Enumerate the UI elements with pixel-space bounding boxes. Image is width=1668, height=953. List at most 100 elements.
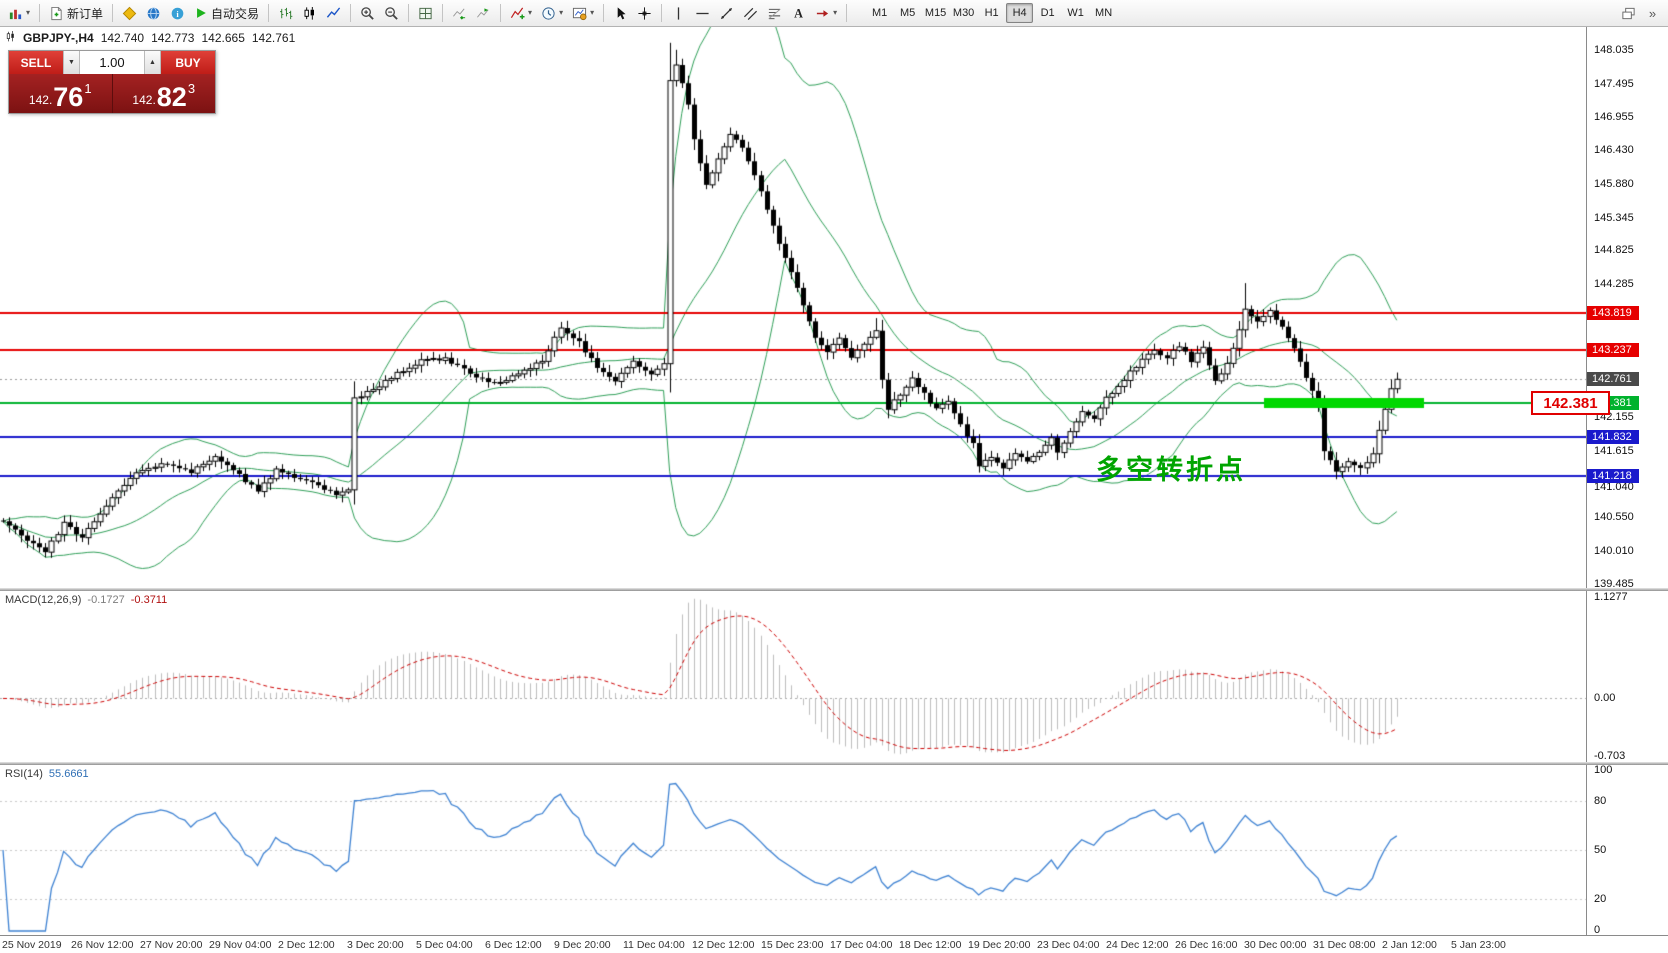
buy-price-display[interactable]: 142. 82 3 bbox=[113, 74, 216, 113]
zoom-in-button[interactable] bbox=[356, 2, 379, 24]
text-label-button[interactable]: A bbox=[787, 2, 810, 24]
toolbar-separator bbox=[846, 4, 848, 22]
macd-scale-label: -0.703 bbox=[1594, 750, 1626, 762]
trendline-button[interactable] bbox=[715, 2, 738, 24]
more-tools-button[interactable]: » bbox=[1641, 2, 1664, 24]
autoscroll-button[interactable] bbox=[448, 2, 471, 24]
price-scale-label: 147.495 bbox=[1594, 77, 1634, 90]
mql5-community-button[interactable] bbox=[142, 2, 165, 24]
rsi-scale[interactable]: 100 80 50 20 0 bbox=[1586, 764, 1668, 936]
chevron-down-icon: ▾ bbox=[559, 8, 564, 17]
timeframe-button-h1[interactable]: H1 bbox=[978, 3, 1005, 23]
new-chart-button[interactable]: ▾ bbox=[4, 2, 34, 24]
timeframe-button-m30[interactable]: M30 bbox=[950, 3, 977, 23]
time-axis-label: 23 Dec 04:00 bbox=[1037, 939, 1100, 951]
toolbar-separator bbox=[39, 4, 41, 22]
timeframe-button-mn[interactable]: MN bbox=[1090, 3, 1117, 23]
rsi-panel: RSI(14) 55.6661 100 80 50 20 0 bbox=[0, 764, 1668, 936]
symbol-title: GBPJPY-,H4 bbox=[23, 31, 94, 45]
sell-price-display[interactable]: 142. 76 1 bbox=[9, 74, 112, 113]
price-scale[interactable]: 148.035 147.495 146.955 146.430 145.880 145.3… bbox=[1586, 27, 1668, 590]
play-icon bbox=[194, 6, 208, 20]
vertical-line-icon bbox=[671, 6, 686, 21]
price-scale-label: 146.430 bbox=[1594, 144, 1634, 157]
metaeditor-button[interactable] bbox=[118, 2, 141, 24]
chart-icon bbox=[5, 31, 16, 45]
help-button[interactable]: i bbox=[166, 2, 189, 24]
rsi-canvas[interactable] bbox=[0, 765, 1586, 935]
tile-windows-button[interactable] bbox=[414, 2, 437, 24]
autotrading-label: 自动交易 bbox=[211, 6, 260, 21]
line-chart-button[interactable] bbox=[322, 2, 345, 24]
vertical-line-button[interactable] bbox=[667, 2, 690, 24]
cursor-button[interactable] bbox=[609, 2, 632, 24]
line-chart-icon bbox=[326, 6, 341, 21]
timeframe-button-w1[interactable]: W1 bbox=[1062, 3, 1089, 23]
price-scale-label: 145.880 bbox=[1594, 178, 1634, 191]
cursor-icon bbox=[613, 6, 628, 21]
time-axis[interactable]: 25 Nov 2019 26 Nov 12:00 27 Nov 20:00 29 No… bbox=[0, 935, 1668, 953]
bars-chart-button[interactable] bbox=[274, 2, 297, 24]
rsi-name: RSI(14) bbox=[5, 768, 43, 780]
text-icon: A bbox=[791, 6, 806, 21]
trade-panel-prices: 142. 76 1 142. 82 3 bbox=[9, 74, 215, 113]
chart-shift-icon bbox=[476, 6, 491, 21]
zoom-out-icon bbox=[384, 6, 399, 21]
autotrading-button[interactable]: 自动交易 bbox=[190, 2, 263, 24]
time-axis-label: 26 Dec 16:00 bbox=[1175, 939, 1238, 951]
time-axis-label: 11 Dec 04:00 bbox=[623, 939, 685, 951]
rsi-scale-label: 80 bbox=[1594, 795, 1607, 808]
buy-button[interactable]: BUY bbox=[161, 51, 215, 74]
restore-window-icon bbox=[1621, 6, 1636, 21]
periods-button[interactable]: ▾ bbox=[537, 2, 567, 24]
timeframe-button-m1[interactable]: M1 bbox=[866, 3, 893, 23]
toolbar-separator bbox=[661, 4, 663, 22]
candlestick-chart-button[interactable] bbox=[298, 2, 321, 24]
channel-icon bbox=[743, 6, 758, 21]
panel-splitter[interactable] bbox=[0, 588, 1668, 591]
chart-ohlc-header: GBPJPY-,H4 142.740 142.773 142.665 142.7… bbox=[5, 31, 295, 45]
price-scale-label: 145.345 bbox=[1594, 211, 1634, 224]
tile-windows-icon bbox=[418, 6, 433, 21]
sell-price-point: 1 bbox=[84, 81, 92, 96]
main-chart-canvas[interactable] bbox=[0, 27, 1586, 588]
chart-shift-button[interactable] bbox=[472, 2, 495, 24]
toolbar-separator bbox=[408, 4, 410, 22]
svg-text:i: i bbox=[176, 8, 179, 18]
toolbar-separator bbox=[603, 4, 605, 22]
price-tag: 143.237 bbox=[1587, 342, 1639, 357]
time-axis-label: 29 Nov 04:00 bbox=[209, 939, 272, 951]
time-axis-label: 5 Jan 23:00 bbox=[1451, 939, 1506, 951]
timeframe-button-h4[interactable]: H4 bbox=[1006, 3, 1034, 23]
buy-price-pips: 82 bbox=[156, 81, 187, 112]
timeframe-button-d1[interactable]: D1 bbox=[1034, 3, 1061, 23]
indicators-button[interactable]: ▾ bbox=[506, 2, 536, 24]
zoom-out-button[interactable] bbox=[380, 2, 403, 24]
channel-button[interactable] bbox=[739, 2, 762, 24]
volume-input[interactable] bbox=[80, 51, 144, 74]
timeframe-button-m15[interactable]: M15 bbox=[922, 3, 949, 23]
volume-up-button[interactable]: ▲ bbox=[144, 51, 161, 74]
templates-button[interactable]: ▾ bbox=[568, 2, 598, 24]
timeframe-button-m5[interactable]: M5 bbox=[894, 3, 921, 23]
fibonacci-button[interactable] bbox=[763, 2, 786, 24]
time-axis-label: 12 Dec 12:00 bbox=[692, 939, 755, 951]
macd-canvas[interactable] bbox=[0, 591, 1586, 762]
volume-down-button[interactable]: ▼ bbox=[63, 51, 80, 74]
price-scale-label: 140.550 bbox=[1594, 511, 1634, 524]
time-axis-label: 5 Dec 04:00 bbox=[416, 939, 473, 951]
macd-signal-value: -0.3711 bbox=[130, 594, 168, 606]
macd-scale[interactable]: 1.1277 0.00 -0.703 bbox=[1586, 591, 1668, 762]
panel-splitter[interactable] bbox=[0, 762, 1668, 765]
sell-button[interactable]: SELL bbox=[9, 51, 63, 74]
rsi-scale-label: 20 bbox=[1594, 892, 1607, 905]
time-axis-label: 17 Dec 04:00 bbox=[830, 939, 893, 951]
new-order-button[interactable]: 新订单 bbox=[45, 2, 107, 24]
price-scale-label: 144.285 bbox=[1594, 278, 1634, 291]
horizontal-line-button[interactable] bbox=[691, 2, 714, 24]
restore-window-button[interactable] bbox=[1617, 2, 1640, 24]
ohlc-high: 142.773 bbox=[151, 31, 195, 45]
ohlc-low: 142.665 bbox=[201, 31, 245, 45]
arrow-tools-button[interactable]: ▾ bbox=[811, 2, 841, 24]
crosshair-button[interactable] bbox=[633, 2, 656, 24]
